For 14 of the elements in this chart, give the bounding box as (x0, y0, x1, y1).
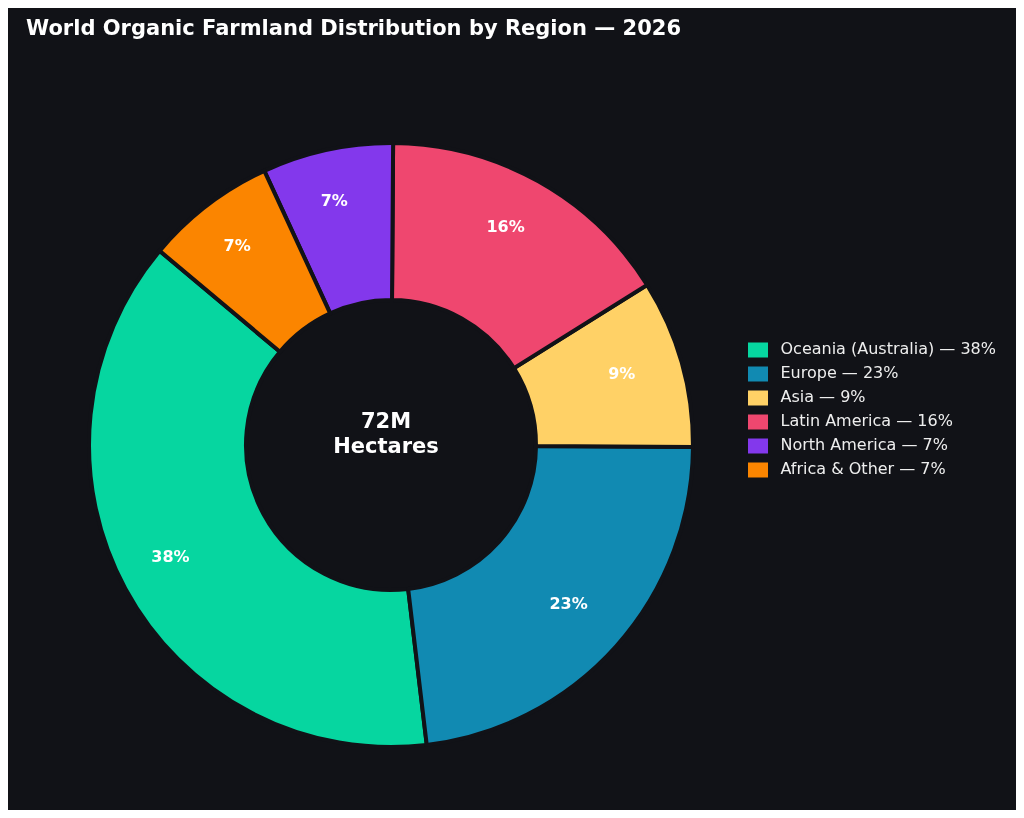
legend-label: Asia — 9% (780, 387, 866, 406)
legend-label: Europe — 23% (780, 363, 899, 382)
data-label: 16% (486, 216, 525, 236)
data-label: 7% (223, 235, 251, 255)
chart-title: World Organic Farmland Distribution by Region — 2026 (26, 16, 681, 40)
data-label: 7% (320, 191, 348, 211)
text: 72M Hectares (333, 409, 439, 458)
data-label: 9% (608, 363, 636, 383)
legend-label: Latin America — 16% (780, 411, 953, 430)
data-label: 38% (151, 547, 190, 567)
legend-label: North America — 7% (780, 435, 948, 454)
legend-label: Africa & Other — 7% (780, 459, 946, 478)
data-label: 23% (549, 593, 588, 613)
legend-label: Oceania (Australia) — 38% (780, 339, 996, 358)
